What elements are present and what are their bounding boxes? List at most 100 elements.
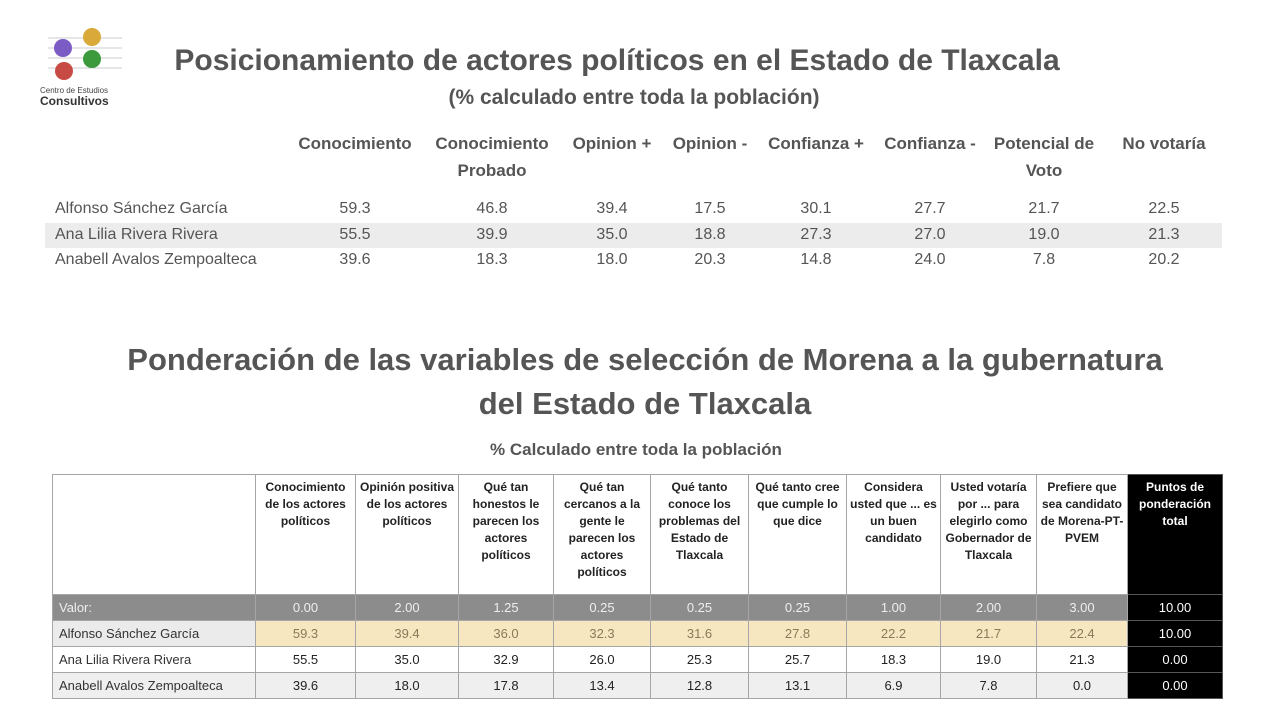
row-label: Valor: bbox=[52, 594, 256, 621]
table-cell: 27.7 bbox=[914, 200, 946, 217]
page-subtitle: (% calculado entre toda la población) bbox=[448, 86, 820, 109]
table-cell: 32.9 bbox=[458, 646, 554, 673]
table-cell: 2.00 bbox=[940, 594, 1037, 621]
table-cell: 22.4 bbox=[1036, 620, 1128, 647]
table-cell: 18.3 bbox=[846, 646, 941, 673]
table-cell: 20.3 bbox=[694, 251, 726, 268]
row-name: Alfonso Sánchez García bbox=[55, 200, 228, 217]
table-cell: 7.8 bbox=[1032, 251, 1056, 268]
column-header: Puntos de ponderación total bbox=[1127, 474, 1223, 595]
row-highlight bbox=[45, 223, 1222, 248]
row-name: Anabell Avalos Zempoalteca bbox=[55, 251, 257, 268]
table-cell: 17.5 bbox=[694, 200, 726, 217]
table-cell: 19.0 bbox=[940, 646, 1037, 673]
table-cell: 31.6 bbox=[650, 620, 749, 647]
table-cell: 10.00 bbox=[1127, 620, 1223, 647]
table-row: Alfonso Sánchez García 59.3 39.4 36.0 32.3 31… bbox=[52, 620, 1223, 647]
column-header: Qué tan cercanos a la gente le parecen l… bbox=[553, 474, 651, 595]
table-cell: 18.0 bbox=[596, 251, 628, 268]
header-row: Conocimiento de los actores políticos Opi… bbox=[52, 474, 1223, 595]
page-title: Posicionamiento de actores políticos en … bbox=[174, 44, 1060, 77]
table-cell: 1.00 bbox=[846, 594, 941, 621]
table-cell: 39.4 bbox=[355, 620, 459, 647]
column-header: Potencial de Voto bbox=[993, 134, 1095, 180]
table-cell: 59.3 bbox=[339, 200, 371, 217]
weighting-table: Conocimiento de los actores políticos Opi… bbox=[52, 474, 1223, 699]
column-header: Usted votaría por ... para elegirlo como… bbox=[940, 474, 1037, 595]
table-cell: 0.00 bbox=[1127, 646, 1223, 673]
table-cell: 25.7 bbox=[748, 646, 847, 673]
table-cell: 2.00 bbox=[355, 594, 459, 621]
section-title: Ponderación de las variables de selecció… bbox=[0, 338, 1280, 426]
table-cell: 59.3 bbox=[255, 620, 356, 647]
table-cell: 46.8 bbox=[476, 200, 508, 217]
table-cell: 13.1 bbox=[748, 672, 847, 699]
table-cell: 39.4 bbox=[596, 200, 628, 217]
table-cell: 21.7 bbox=[940, 620, 1037, 647]
table-cell: 6.9 bbox=[846, 672, 941, 699]
column-header: Confianza + bbox=[768, 134, 864, 153]
table-cell: 21.3 bbox=[1148, 226, 1180, 243]
table-cell: 24.0 bbox=[914, 251, 946, 268]
table-cell: 18.3 bbox=[476, 251, 508, 268]
table-cell: 0.25 bbox=[748, 594, 847, 621]
column-header: Prefiere que sea candidato de Morena-PT-… bbox=[1036, 474, 1128, 595]
table-cell: 27.8 bbox=[748, 620, 847, 647]
column-header: Conocimiento de los actores políticos bbox=[255, 474, 356, 595]
table-cell: 14.8 bbox=[800, 251, 832, 268]
column-header: Opinion + bbox=[572, 134, 652, 153]
table-cell: 3.00 bbox=[1036, 594, 1128, 621]
table-cell: 21.7 bbox=[1028, 200, 1060, 217]
table-cell: 18.8 bbox=[694, 226, 726, 243]
table-cell: 27.0 bbox=[914, 226, 946, 243]
column-header: Conocimiento Probado bbox=[435, 134, 549, 180]
valor-row: Valor: 0.00 2.00 1.25 0.25 0.25 0.25 1.00 2.00 3.… bbox=[52, 594, 1223, 621]
row-name: Ana Lilia Rivera Rivera bbox=[52, 646, 256, 673]
table-cell: 30.1 bbox=[800, 200, 832, 217]
table-cell: 7.8 bbox=[940, 672, 1037, 699]
table-cell: 10.00 bbox=[1127, 594, 1223, 621]
table-cell: 55.5 bbox=[255, 646, 356, 673]
logo: Centro de Estudios Consultivos bbox=[40, 26, 130, 110]
table-cell: 22.5 bbox=[1148, 200, 1180, 217]
table-cell: 0.25 bbox=[553, 594, 651, 621]
column-header: Confianza - bbox=[884, 134, 976, 153]
column-header: Conocimiento bbox=[298, 134, 412, 153]
table-row: Ana Lilia Rivera Rivera 55.5 35.0 32.9 26.0 2… bbox=[52, 646, 1223, 673]
table-cell: 26.0 bbox=[553, 646, 651, 673]
table-cell: 39.6 bbox=[339, 251, 371, 268]
table-cell: 17.8 bbox=[458, 672, 554, 699]
column-header: Opinion - bbox=[672, 134, 748, 153]
section-subtitle: % Calculado entre toda la población bbox=[490, 440, 782, 459]
column-header: Qué tanto cree que cumple lo que dice bbox=[748, 474, 847, 595]
table-cell: 39.6 bbox=[255, 672, 356, 699]
table-cell: 20.2 bbox=[1148, 251, 1180, 268]
table-cell: 0.25 bbox=[650, 594, 749, 621]
table-cell: 32.3 bbox=[553, 620, 651, 647]
table-cell: 13.4 bbox=[553, 672, 651, 699]
table-cell: 18.0 bbox=[355, 672, 459, 699]
section-title-line: Ponderación de las variables de selecció… bbox=[127, 342, 1163, 377]
table-cell: 25.3 bbox=[650, 646, 749, 673]
table-cell: 0.0 bbox=[1036, 672, 1128, 699]
table-cell: 0.00 bbox=[1127, 672, 1223, 699]
table-cell: 27.3 bbox=[800, 226, 832, 243]
row-name: Anabell Avalos Zempoalteca bbox=[52, 672, 256, 699]
logo-text: Consultivos bbox=[40, 94, 109, 108]
table-cell: 55.5 bbox=[339, 226, 371, 243]
column-header: Qué tan honestos le parecen los actores … bbox=[458, 474, 554, 595]
column-header: No votaría bbox=[1122, 134, 1206, 153]
table-cell: 12.8 bbox=[650, 672, 749, 699]
table-cell: 39.9 bbox=[476, 226, 508, 243]
logo-text: Centro de Estudios bbox=[40, 86, 109, 95]
header-blank bbox=[52, 474, 256, 595]
table-cell: 35.0 bbox=[355, 646, 459, 673]
column-header: Considera usted que ... es un buen candi… bbox=[846, 474, 941, 595]
table-cell: 0.00 bbox=[255, 594, 356, 621]
table-cell: 22.2 bbox=[846, 620, 941, 647]
section-title-line: del Estado de Tlaxcala bbox=[478, 386, 812, 421]
row-name: Ana Lilia Rivera Rivera bbox=[55, 226, 218, 243]
table-row: Anabell Avalos Zempoalteca 39.6 18.0 17.8 13… bbox=[52, 672, 1223, 699]
table-cell: 36.0 bbox=[458, 620, 554, 647]
table-cell: 35.0 bbox=[596, 226, 628, 243]
